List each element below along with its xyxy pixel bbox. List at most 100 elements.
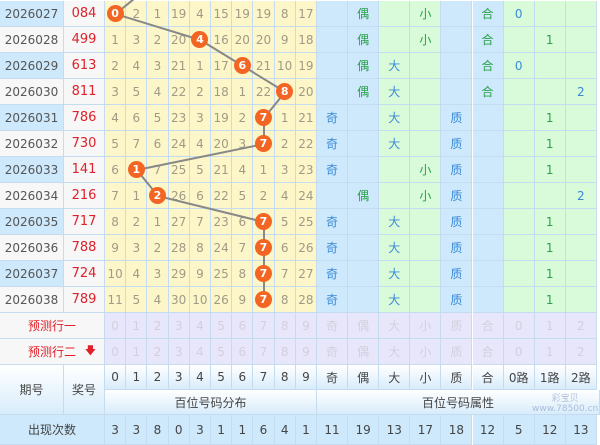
predict-label-text[interactable]: 预测行一: [27, 319, 76, 333]
predict-label-text[interactable]: 预测行二: [27, 345, 76, 359]
predict-attr[interactable]: 小: [410, 339, 442, 365]
digit-cell: 2: [253, 183, 275, 209]
predict-attr[interactable]: 偶: [348, 313, 380, 339]
predict-digit[interactable]: 4: [189, 313, 211, 339]
digit-cell: 9: [189, 261, 211, 287]
predict-attr[interactable]: 大: [379, 313, 411, 339]
predict-row-label[interactable]: 预测行二 🡇: [0, 339, 105, 365]
attr-cell: [410, 209, 442, 235]
predict-attr[interactable]: 大: [379, 339, 411, 365]
predict-digit[interactable]: 3: [168, 313, 190, 339]
attr-cell: 质: [441, 261, 473, 287]
header-issue: 期号: [0, 365, 64, 415]
attr-cell: 1: [534, 261, 566, 287]
issue-cell: 2026028: [0, 27, 64, 53]
digit-cell: 1: [126, 183, 148, 209]
predict-attr[interactable]: 0: [503, 313, 535, 339]
hit-ball: 7: [254, 213, 272, 230]
attr-cell: 1: [534, 235, 566, 261]
stat-value: 0: [168, 415, 190, 445]
hit-ball: 7: [254, 109, 272, 126]
predict-digit[interactable]: 5: [211, 313, 233, 339]
hit-ball: 7: [254, 265, 272, 282]
stat-value: 6: [253, 415, 275, 445]
header-attr: 合: [472, 365, 504, 390]
predict-digit[interactable]: 9: [295, 339, 317, 365]
attr-cell: 合: [472, 27, 504, 53]
predict-digit[interactable]: 7: [253, 339, 275, 365]
predict-attr[interactable]: 小: [410, 313, 442, 339]
digit-cell: 7: [253, 105, 275, 131]
predict-digit[interactable]: 8: [274, 339, 296, 365]
predict-attr[interactable]: 奇: [317, 339, 349, 365]
digit-cell: 6: [232, 209, 254, 235]
attr-cell: [348, 105, 380, 131]
digit-cell: 8: [105, 209, 127, 235]
digit-cell: 2: [147, 27, 169, 53]
predict-digit[interactable]: 4: [189, 339, 211, 365]
attr-cell: [534, 79, 566, 105]
predict-attr[interactable]: 2: [565, 339, 597, 365]
stat-value: 11: [317, 415, 349, 445]
arrow-down-icon[interactable]: 🡇: [84, 344, 96, 357]
predict-attr[interactable]: 偶: [348, 339, 380, 365]
digit-cell: 30: [168, 287, 190, 313]
attr-cell: [565, 287, 597, 313]
stat-value: 8: [147, 415, 169, 445]
predict-digit[interactable]: 2: [147, 313, 169, 339]
digit-cell: 24: [211, 235, 233, 261]
predict-attr[interactable]: 奇: [317, 313, 349, 339]
attr-cell: 质: [441, 235, 473, 261]
attr-cell: 偶: [348, 1, 380, 27]
attr-cell: [441, 79, 473, 105]
attr-cell: 合: [472, 53, 504, 79]
digit-cell: 5: [189, 157, 211, 183]
digit-cell: 25: [211, 261, 233, 287]
digit-cell: 4: [147, 287, 169, 313]
attr-cell: [534, 1, 566, 27]
predict-attr[interactable]: 1: [534, 313, 566, 339]
predict-attr[interactable]: 1: [534, 339, 566, 365]
predict-attr[interactable]: 2: [565, 313, 597, 339]
digit-cell: 1: [126, 157, 148, 183]
predict-digit[interactable]: 3: [168, 339, 190, 365]
predict-digit[interactable]: 2: [147, 339, 169, 365]
predict-digit[interactable]: 6: [232, 339, 254, 365]
predict-row-label[interactable]: 预测行一: [0, 313, 105, 339]
predict-digit[interactable]: 0: [105, 313, 127, 339]
digit-cell: 26: [211, 287, 233, 313]
predict-digit[interactable]: 5: [211, 339, 233, 365]
predict-digit[interactable]: 8: [274, 313, 296, 339]
attr-cell: [503, 261, 535, 287]
attr-cell: [348, 157, 380, 183]
predict-digit[interactable]: 1: [126, 313, 148, 339]
digit-cell: 27: [295, 261, 317, 287]
predict-attr[interactable]: 合: [472, 339, 504, 365]
digit-cell: 20: [295, 79, 317, 105]
digit-cell: 11: [105, 287, 127, 313]
digit-cell: 2: [147, 235, 169, 261]
predict-attr[interactable]: 合: [472, 313, 504, 339]
predict-attr[interactable]: 质: [441, 313, 473, 339]
header-digit: 7: [253, 365, 275, 390]
attr-cell: 小: [410, 1, 442, 27]
predict-attr[interactable]: 0: [503, 339, 535, 365]
predict-digit[interactable]: 9: [295, 313, 317, 339]
attr-cell: [565, 157, 597, 183]
attr-cell: 0: [503, 1, 535, 27]
predict-digit[interactable]: 6: [232, 313, 254, 339]
digit-cell: 7: [253, 287, 275, 313]
stat-value: 3: [189, 415, 211, 445]
attr-cell: [410, 235, 442, 261]
header-digit: 3: [168, 365, 190, 390]
attr-cell: 1: [534, 157, 566, 183]
predict-digit[interactable]: 7: [253, 313, 275, 339]
digit-cell: 10: [189, 287, 211, 313]
digit-cell: 1: [147, 1, 169, 27]
digit-cell: 5: [274, 209, 296, 235]
digit-cell: 1: [105, 27, 127, 53]
predict-attr[interactable]: 质: [441, 339, 473, 365]
predict-digit[interactable]: 1: [126, 339, 148, 365]
predict-digit[interactable]: 0: [105, 339, 127, 365]
